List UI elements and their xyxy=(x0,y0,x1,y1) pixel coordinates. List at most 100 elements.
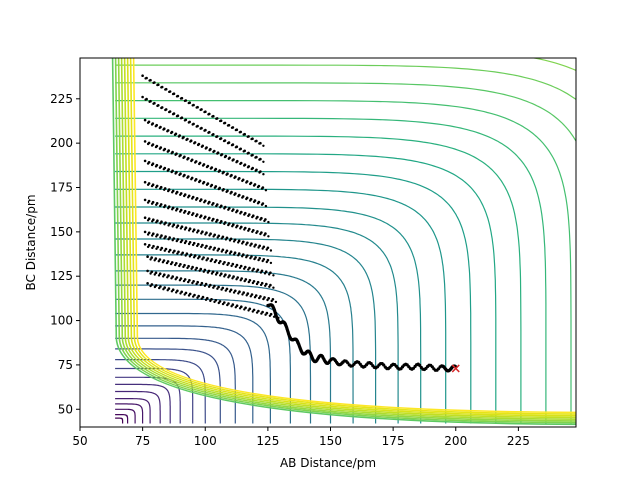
trajectory-point xyxy=(189,253,193,256)
y-tick-label: 100 xyxy=(50,314,73,328)
contour-line xyxy=(115,359,206,424)
trajectory-point xyxy=(267,297,271,300)
trajectory-point xyxy=(214,167,218,171)
trajectory-point xyxy=(213,284,216,288)
trajectory-point xyxy=(164,108,168,111)
trajectory-point xyxy=(248,213,251,216)
contour-line xyxy=(115,270,332,424)
trajectory-point xyxy=(241,178,245,182)
trajectory-point xyxy=(227,123,231,127)
trajectory-point xyxy=(234,192,237,195)
trajectory-point xyxy=(224,221,227,224)
trajectory-point xyxy=(267,220,270,224)
trajectory-point xyxy=(205,146,208,149)
trajectory-point xyxy=(205,231,208,234)
trajectory-point xyxy=(166,260,170,263)
contour-line xyxy=(115,417,124,424)
trajectory-point xyxy=(171,288,175,292)
trajectory-point xyxy=(187,175,190,178)
contour-line xyxy=(115,100,572,424)
trajectory-point xyxy=(269,283,272,287)
trajectory-point xyxy=(250,293,254,296)
trajectory-point xyxy=(260,231,263,234)
trajectory-point xyxy=(211,270,215,274)
trajectory-point xyxy=(167,205,171,208)
trajectory-point xyxy=(171,169,174,173)
contour-wall-line xyxy=(114,58,576,424)
trajectory-point xyxy=(220,204,223,208)
trajectory-point xyxy=(163,286,166,289)
trajectory-point xyxy=(152,232,155,235)
trajectory-point xyxy=(154,271,158,275)
trajectory-point xyxy=(155,144,159,148)
trajectory-point xyxy=(151,122,155,125)
trajectory-point xyxy=(194,160,198,163)
trajectory-point xyxy=(151,183,155,186)
contour-line xyxy=(115,337,236,424)
trajectory-point xyxy=(193,254,197,257)
trajectory-point xyxy=(256,280,260,284)
trajectory-point xyxy=(228,207,231,210)
trajectory-point xyxy=(262,144,265,147)
trajectory-point xyxy=(247,151,250,155)
trajectory-point xyxy=(163,187,167,190)
trajectory-point xyxy=(206,296,209,300)
trajectory-point xyxy=(198,161,202,165)
trajectory-point xyxy=(257,309,260,313)
trajectory-point xyxy=(149,78,152,82)
trajectory-point xyxy=(192,241,196,245)
trajectory-point xyxy=(252,214,255,217)
trajectory-point xyxy=(191,265,194,269)
trajectory-point xyxy=(257,258,260,262)
trajectory-point xyxy=(167,287,171,290)
trajectory-point xyxy=(208,216,211,220)
trajectory-point xyxy=(256,215,259,219)
trajectory-point xyxy=(190,176,194,180)
trajectory-point xyxy=(179,208,183,212)
trajectory-point xyxy=(229,288,233,292)
trajectory-point xyxy=(183,209,187,213)
trajectory-point xyxy=(257,200,261,204)
trajectory-point xyxy=(155,184,159,188)
trajectory-point xyxy=(217,285,220,289)
trajectory-point xyxy=(151,234,154,237)
trajectory-point xyxy=(159,203,163,206)
trajectory-point xyxy=(159,185,163,189)
trajectory-point xyxy=(220,272,223,276)
contour-line xyxy=(115,206,422,424)
trajectory-point xyxy=(204,199,207,203)
trajectory-point xyxy=(214,185,218,188)
trajectory-point xyxy=(214,259,218,262)
trajectory-point xyxy=(225,249,229,253)
trajectory-point xyxy=(264,270,268,274)
trajectory-point xyxy=(244,226,247,230)
trajectory-point xyxy=(235,128,239,131)
x-tick-label: 225 xyxy=(507,434,530,448)
trajectory-point xyxy=(252,280,256,283)
trajectory-point xyxy=(197,142,201,146)
trajectory-point xyxy=(200,281,204,285)
trajectory-point xyxy=(160,246,164,250)
x-tick-label: 125 xyxy=(256,434,279,448)
trajectory-point xyxy=(170,130,174,134)
trajectory-point xyxy=(167,188,171,191)
trajectory-point xyxy=(172,223,176,226)
contour-wall-line xyxy=(123,58,576,419)
trajectory-point xyxy=(204,282,208,286)
trajectory-point xyxy=(202,180,206,184)
trajectory-point xyxy=(172,237,176,240)
trajectory-point xyxy=(180,290,183,294)
trajectory-point xyxy=(223,121,227,125)
trajectory-point xyxy=(252,308,256,312)
trajectory-point xyxy=(193,141,197,144)
trajectory-point xyxy=(141,95,144,99)
trajectory-point xyxy=(196,280,199,284)
trajectory-point xyxy=(191,195,195,199)
trajectory-point xyxy=(239,161,243,165)
trajectory-point xyxy=(218,169,221,172)
trajectory-point xyxy=(274,300,278,304)
trajectory-point xyxy=(226,172,229,175)
trajectory-point xyxy=(188,101,191,104)
trajectory-point xyxy=(269,249,273,252)
trajectory-point xyxy=(256,268,260,272)
